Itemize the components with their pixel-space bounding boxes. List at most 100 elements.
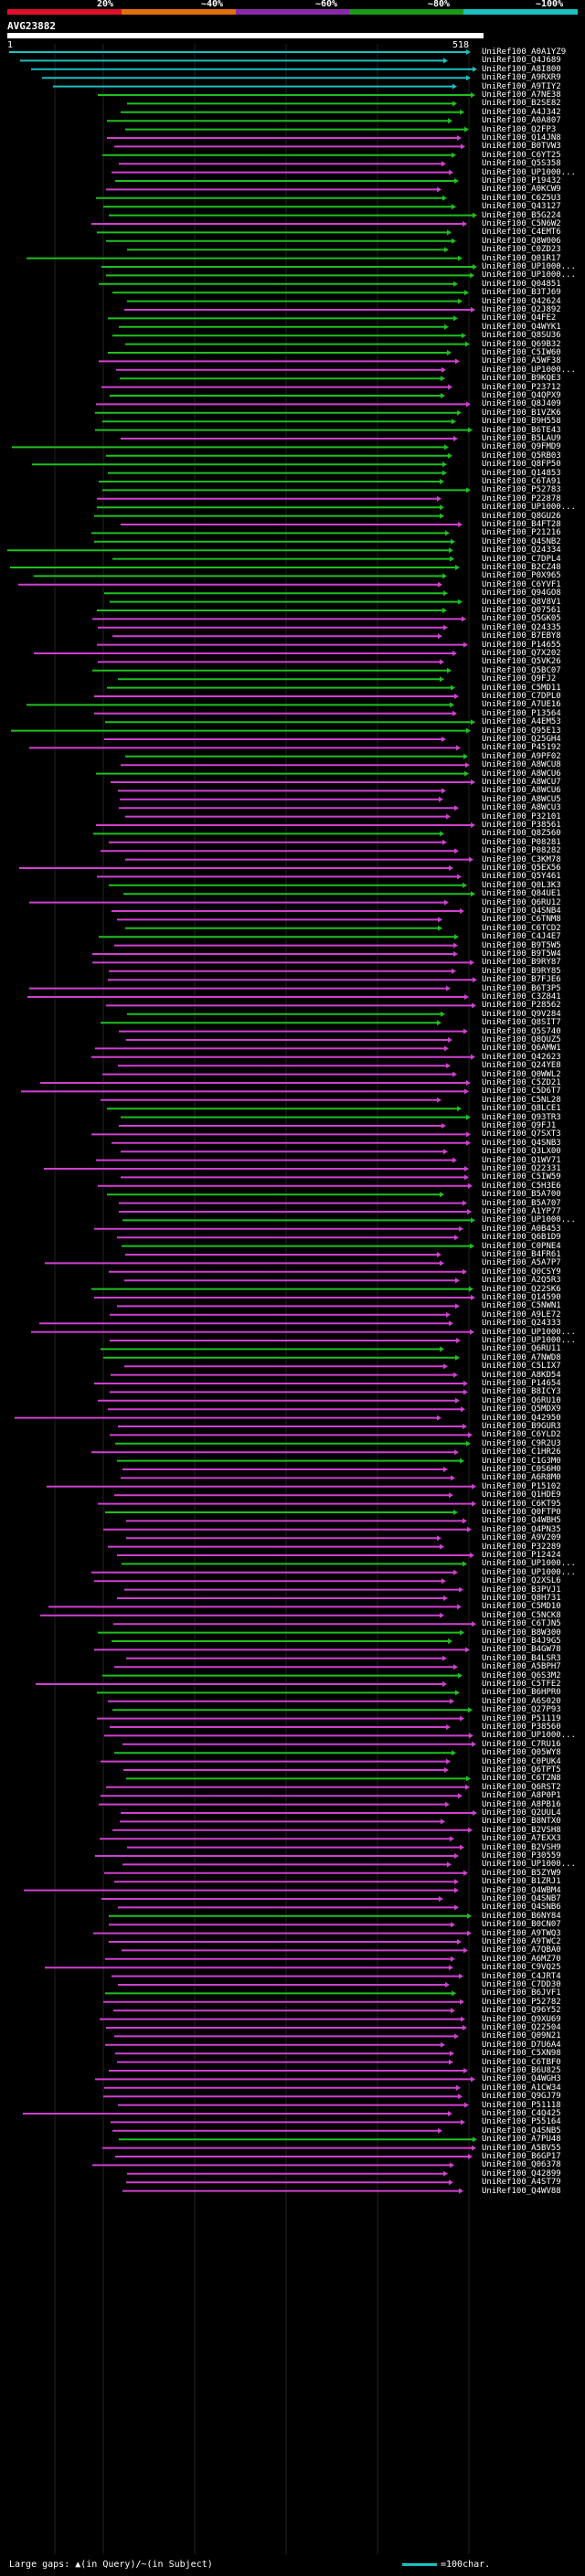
hit-label[interactable]: UniRef100_C6TJN5 [482,1619,561,1629]
hit-label[interactable]: UniRef100_C4Q425 [482,2109,561,2118]
hit-label[interactable]: UniRef100_A4J342 [482,107,561,117]
hit-label[interactable]: UniRef100_Q04851 [482,279,561,289]
hit-label[interactable]: UniRef100_C7RU16 [482,1739,561,1749]
hit-label[interactable]: UniRef100_B9KQE3 [482,374,561,384]
hit-label[interactable]: UniRef100_B1ZRJ1 [482,1877,561,1887]
hit-label[interactable]: UniRef100_Q4WGH3 [482,2074,561,2084]
hit-label[interactable]: UniRef100_P45192 [482,743,561,753]
hit-label[interactable]: UniRef100_A7QBA0 [482,1945,561,1956]
hit-label[interactable]: UniRef100_B3TJ69 [482,288,561,298]
hit-label[interactable]: UniRef100_B4J9G5 [482,1637,561,1646]
hit-label[interactable]: UniRef100_Q14JN8 [482,133,561,143]
hit-label[interactable]: UniRef100_Q9FJ1 [482,1121,557,1130]
hit-label[interactable]: UniRef100_A4ST79 [482,2178,561,2188]
hit-label[interactable]: UniRef100_Q8GU26 [482,511,561,521]
hit-label[interactable]: UniRef100_B7FJE6 [482,975,561,985]
hit-label[interactable]: UniRef100_C6Z5U3 [482,193,561,203]
hit-label[interactable]: UniRef100_C5NCK8 [482,1610,561,1620]
hit-label[interactable]: UniRef100_Q25GH4 [482,735,561,744]
hit-label[interactable]: UniRef100_Q95E13 [482,726,561,736]
hit-label[interactable]: UniRef100_C0S6H0 [482,1465,561,1474]
hit-label[interactable]: UniRef100_B8ICY3 [482,1387,561,1397]
hit-label[interactable]: UniRef100_A5WF38 [482,356,561,366]
hit-label[interactable]: UniRef100_Q4WYK1 [482,322,561,332]
hit-label[interactable]: UniRef100_C7DD30 [482,1980,561,1989]
hit-label[interactable]: UniRef100_A1YP77 [482,1207,561,1216]
hit-label[interactable]: UniRef100_B9T5W4 [482,949,561,959]
hit-label[interactable]: UniRef100_B9RY85 [482,966,561,976]
hit-label[interactable]: UniRef100_Q42623 [482,1052,561,1062]
hit-label[interactable]: UniRef100_Q05WY8 [482,1748,561,1758]
hit-label[interactable]: UniRef100_C6YT25 [482,150,561,160]
hit-label[interactable]: UniRef100_Q4J689 [482,56,561,66]
hit-label[interactable]: UniRef100_C4JRT4 [482,1971,561,1981]
hit-label[interactable]: UniRef100_B4LSR3 [482,1653,561,1663]
hit-label[interactable]: UniRef100_Q8SIT7 [482,1018,561,1028]
hit-label[interactable]: UniRef100_C5NWN1 [482,1301,561,1311]
hit-label[interactable]: UniRef100_B6JVF1 [482,1988,561,1998]
hit-label[interactable]: UniRef100_A9V209 [482,1533,561,1543]
hit-label[interactable]: UniRef100_Q9V284 [482,1009,561,1019]
hit-label[interactable]: UniRef100_Q9GJ79 [482,2092,561,2102]
hit-label[interactable]: UniRef100_P08281 [482,837,561,847]
hit-label[interactable]: UniRef100_C5D6T7 [482,1087,561,1097]
hit-label[interactable]: UniRef100_Q93TR3 [482,1112,561,1122]
hit-label[interactable]: UniRef100_B1VZK6 [482,408,561,418]
hit-label[interactable]: UniRef100_Q3LX00 [482,1147,561,1157]
hit-label[interactable]: UniRef100_Q8LCE1 [482,1104,561,1114]
hit-label[interactable]: UniRef100_Q06378 [482,2160,561,2170]
hit-label[interactable]: UniRef100_UP1000... [482,1860,576,1870]
hit-label[interactable]: UniRef100_Q2XSL6 [482,1576,561,1586]
hit-label[interactable]: UniRef100_Q09N21 [482,2031,561,2041]
hit-label[interactable]: UniRef100_B4FT28 [482,520,561,529]
hit-label[interactable]: UniRef100_P32289 [482,1542,561,1552]
hit-label[interactable]: UniRef100_B4FR61 [482,1250,561,1259]
hit-label[interactable]: UniRef100_Q6TPT5 [482,1765,561,1775]
hit-label[interactable]: UniRef100_Q9XU69 [482,2014,561,2024]
hit-label[interactable]: UniRef100_A9TWC2 [482,1937,561,1946]
hit-label[interactable]: UniRef100_A6MZ70 [482,1954,561,1964]
hit-label[interactable]: UniRef100_Q4PN35 [482,1524,561,1534]
hit-label[interactable]: UniRef100_C6YVF1 [482,579,561,589]
hit-label[interactable]: UniRef100_B5A707 [482,1198,561,1208]
hit-label[interactable]: UniRef100_Q42899 [482,2168,561,2178]
hit-label[interactable]: UniRef100_A7EXX3 [482,1834,561,1844]
hit-label[interactable]: UniRef100_UP1000... [482,262,576,271]
hit-label[interactable]: UniRef100_B7EBY8 [482,631,561,641]
hit-label[interactable]: UniRef100_A8WCU6 [482,786,561,796]
hit-label[interactable]: UniRef100_UP1000... [482,1336,576,1345]
hit-label[interactable]: UniRef100_Q6RST2 [482,1782,561,1792]
hit-label[interactable]: UniRef100_P28562 [482,1001,561,1011]
hit-label[interactable]: UniRef100_B3PVJ1 [482,1585,561,1595]
hit-label[interactable]: UniRef100_A7NWD8 [482,1352,561,1362]
hit-label[interactable]: UniRef100_UP1000... [482,1567,576,1577]
hit-label[interactable]: UniRef100_UP1000... [482,167,576,177]
hit-label[interactable]: UniRef100_UP1000... [482,1731,576,1741]
hit-label[interactable]: UniRef100_C4EMT6 [482,228,561,238]
hit-label[interactable]: UniRef100_A0A1YZ9 [482,48,567,57]
hit-label[interactable]: UniRef100_Q69B32 [482,339,561,349]
hit-label[interactable]: UniRef100_P0X965 [482,571,561,581]
hit-label[interactable]: UniRef100_P19432 [482,176,561,186]
hit-label[interactable]: UniRef100_Q24333 [482,1319,561,1329]
hit-label[interactable]: UniRef100_Q4SNB5 [482,2125,561,2136]
hit-label[interactable]: UniRef100_B5ZYW9 [482,1868,561,1878]
hit-label[interactable]: UniRef100_C0ZD23 [482,245,561,255]
hit-label[interactable]: UniRef100_P30559 [482,1851,561,1860]
hit-label[interactable]: UniRef100_A4EM53 [482,717,561,727]
hit-label[interactable]: UniRef100_A6S020 [482,1696,561,1706]
hit-label[interactable]: UniRef100_C5N6W2 [482,219,561,228]
hit-label[interactable]: UniRef100_C5H3E6 [482,1181,561,1191]
hit-label[interactable]: UniRef100_C5LIX7 [482,1362,561,1372]
hit-label[interactable]: UniRef100_Q07561 [482,606,561,615]
hit-label[interactable]: UniRef100_A9TIY2 [482,81,561,91]
hit-label[interactable]: UniRef100_B9H558 [482,417,561,427]
hit-label[interactable]: UniRef100_Q22331 [482,1164,561,1173]
hit-label[interactable]: UniRef100_Q5Y461 [482,872,561,882]
hit-label[interactable]: UniRef100_B6GP17 [482,2152,561,2161]
hit-label[interactable]: UniRef100_Q8FP50 [482,460,561,470]
hit-label[interactable]: UniRef100_Q8H731 [482,1594,561,1603]
hit-label[interactable]: UniRef100_Q24334 [482,546,561,556]
hit-label[interactable]: UniRef100_Q2FP3 [482,124,557,134]
hit-label[interactable]: UniRef100_Q8W006 [482,236,561,246]
